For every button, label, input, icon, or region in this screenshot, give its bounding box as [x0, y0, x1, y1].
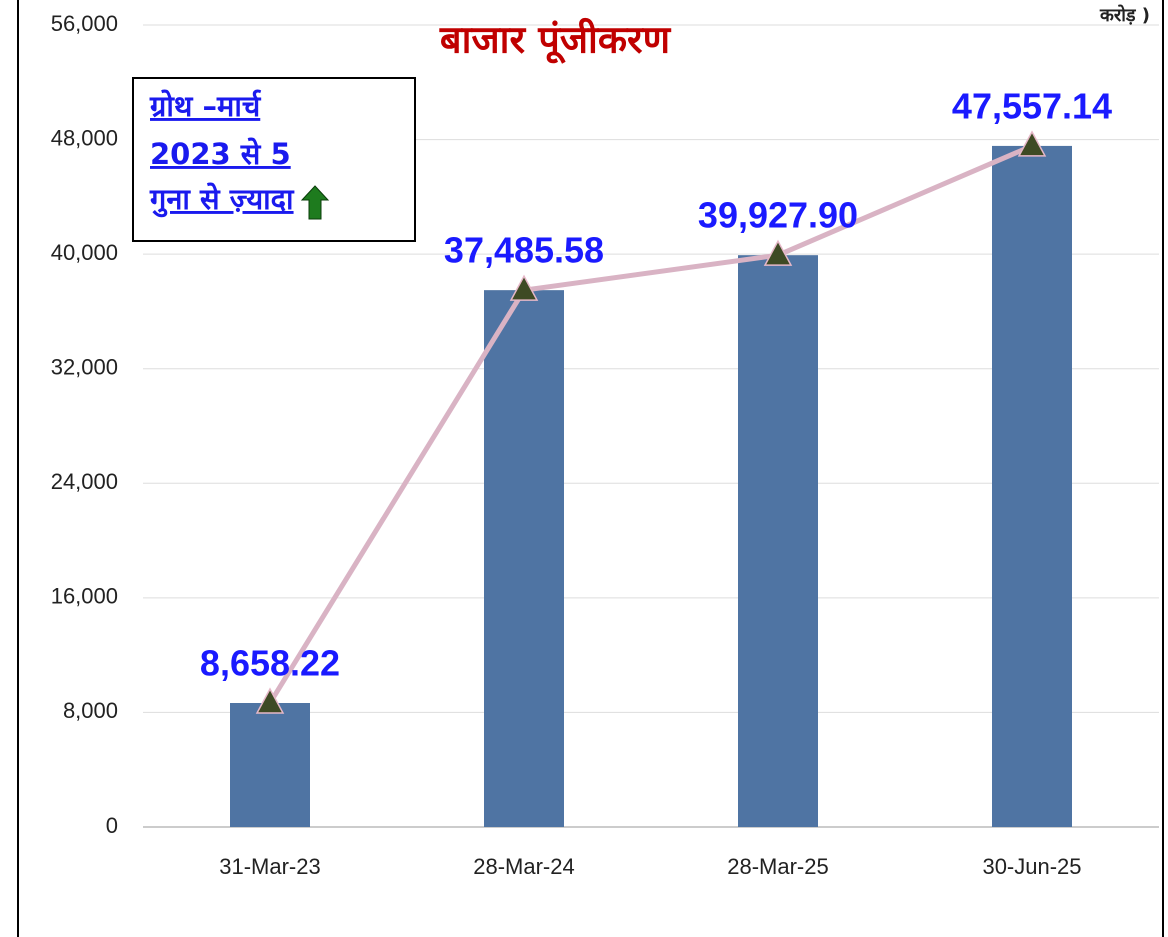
bar [738, 255, 818, 828]
bar [230, 703, 310, 827]
y-tick-label: 48,000 [51, 125, 118, 150]
line [267, 143, 1033, 705]
bar [992, 145, 1072, 827]
y-tick-label: 24,000 [51, 469, 118, 494]
unit-note: करोड़ ) [1099, 4, 1150, 26]
marker [509, 274, 539, 301]
chart-title: बाजार पूंजीकरण [439, 18, 672, 65]
y-tick-label: 0 [106, 813, 118, 838]
annotation-line: 2023 से 5 [150, 137, 291, 171]
value-label: 47,557.14 [952, 85, 1112, 126]
y-tick-label: 40,000 [51, 240, 118, 265]
annotation-line: ग्रोथ –मार्च [149, 89, 262, 123]
value-label: 8,658.22 [200, 643, 340, 684]
value-label: 37,485.58 [444, 230, 604, 271]
annotation-line: गुना से ज़्यादा [149, 182, 295, 218]
up-arrow-icon [300, 185, 330, 220]
value-label: 39,927.90 [698, 195, 858, 236]
marker [255, 687, 285, 714]
y-tick-label: 8,000 [63, 698, 118, 723]
x-tick-label: 28-Mar-25 [727, 854, 828, 879]
annotation-box [132, 77, 416, 242]
x-tick-label: 28-Mar-24 [473, 854, 574, 879]
x-tick-label: 30-Jun-25 [982, 854, 1081, 879]
marker [1017, 130, 1047, 157]
y-tick-label: 56,000 [51, 11, 118, 36]
marks [230, 130, 1072, 828]
y-tick-label: 32,000 [51, 355, 118, 380]
marker [763, 239, 793, 266]
x-tick-label: 31-Mar-23 [219, 854, 320, 879]
y-tick-label: 16,000 [51, 584, 118, 609]
bar [484, 290, 564, 827]
